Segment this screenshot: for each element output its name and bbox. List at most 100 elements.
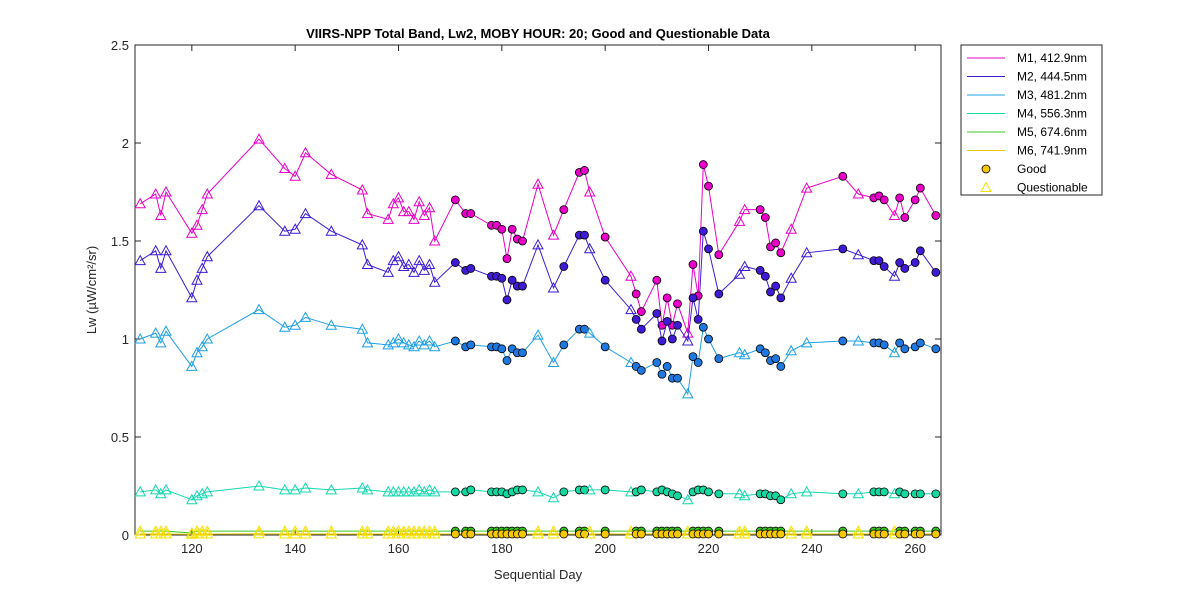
questionable-point — [149, 244, 162, 256]
questionable-point — [201, 527, 214, 539]
questionable-point — [149, 483, 162, 495]
good-point — [776, 362, 786, 371]
questionable-point — [800, 525, 813, 536]
questionable-point — [134, 197, 147, 209]
questionable-point — [154, 262, 167, 273]
good-point — [879, 529, 889, 539]
legend-label: M4, 556.3nm — [1017, 107, 1087, 121]
good-point — [450, 195, 460, 205]
good-point — [755, 205, 765, 215]
good-point — [673, 529, 682, 539]
good-point — [631, 289, 641, 299]
good-point — [580, 166, 589, 175]
good-point — [771, 281, 781, 291]
good-point — [497, 344, 507, 354]
questionable-point — [196, 487, 209, 499]
questionable-point — [800, 527, 813, 539]
questionable-point — [583, 483, 596, 495]
questionable-point — [278, 321, 291, 332]
questionable-point — [785, 487, 798, 499]
questionable-point — [583, 185, 596, 197]
questionable-point — [160, 483, 172, 495]
good-point — [915, 338, 925, 348]
questionable-point — [289, 170, 302, 181]
good-point — [714, 489, 724, 499]
good-point — [450, 336, 460, 346]
questionable-point — [402, 205, 415, 217]
questionable-point — [253, 525, 265, 536]
questionable-point — [785, 527, 798, 539]
x-tick-label: 180 — [491, 541, 513, 556]
good-point — [915, 489, 925, 499]
good-point — [559, 529, 569, 539]
legend-label: M5, 674.6nm — [1017, 125, 1087, 139]
questionable-point — [852, 248, 865, 260]
questionable-point — [583, 242, 596, 254]
questionable-point — [413, 195, 426, 207]
questionable-point — [134, 332, 147, 344]
x-tick-label: 200 — [594, 541, 616, 556]
questionable-point — [800, 246, 813, 258]
good-point — [667, 334, 677, 344]
questionable-point — [289, 223, 302, 234]
good-point — [688, 293, 698, 303]
good-point — [776, 495, 786, 505]
good-point — [600, 485, 610, 495]
questionable-point — [201, 250, 214, 262]
x-tick-label: 260 — [904, 541, 926, 556]
good-point — [910, 195, 920, 205]
good-point — [900, 264, 910, 273]
series-2 — [134, 199, 941, 346]
questionable-point — [733, 346, 746, 358]
good-point — [931, 267, 941, 277]
good-point — [698, 160, 708, 169]
questionable-point — [413, 334, 426, 346]
good-point — [838, 529, 848, 539]
questionable-point — [532, 329, 544, 340]
good-point — [662, 362, 672, 371]
questionable-point — [289, 483, 302, 495]
good-point — [879, 340, 889, 350]
axes: 120 140 160 180 200 220 240 260 0 0.5 1 1.5 2 2.5 — [111, 38, 941, 556]
questionable-point — [583, 327, 596, 338]
questionable-point — [325, 225, 338, 236]
questionable-point — [382, 338, 395, 350]
good-point — [466, 340, 476, 350]
questionable-point — [154, 209, 167, 220]
questionable-point — [681, 387, 694, 399]
questionable-point — [532, 238, 544, 250]
good-point — [704, 244, 713, 254]
questionable-point — [413, 254, 426, 266]
questionable-point — [738, 260, 751, 271]
good-point — [600, 275, 610, 285]
good-point — [559, 340, 569, 350]
questionable-point — [733, 215, 746, 226]
good-point — [915, 246, 925, 256]
good-point — [518, 236, 527, 246]
questionable-point — [361, 336, 374, 348]
good-point — [657, 336, 667, 346]
series-line — [140, 485, 936, 501]
good-point — [698, 226, 708, 236]
questionable-point — [160, 244, 172, 256]
series-3 — [134, 303, 941, 399]
x-tick-label: 240 — [801, 541, 823, 556]
questionable-point — [134, 254, 147, 266]
good-point — [900, 213, 910, 222]
questionable-point — [392, 191, 405, 203]
good-point — [466, 209, 476, 218]
series-line — [139, 204, 937, 343]
good-point — [450, 258, 460, 267]
good-point — [931, 211, 941, 220]
questionable-point — [278, 162, 291, 173]
plot-area — [134, 44, 942, 536]
questionable-point — [361, 527, 374, 539]
good-point — [693, 314, 703, 324]
questionable-point — [397, 260, 410, 271]
good-point — [497, 273, 507, 283]
good-point — [900, 489, 910, 499]
legend-questionable-marker — [980, 181, 992, 192]
good-point — [931, 489, 941, 499]
good-point — [931, 529, 941, 539]
questionable-point — [423, 334, 436, 346]
